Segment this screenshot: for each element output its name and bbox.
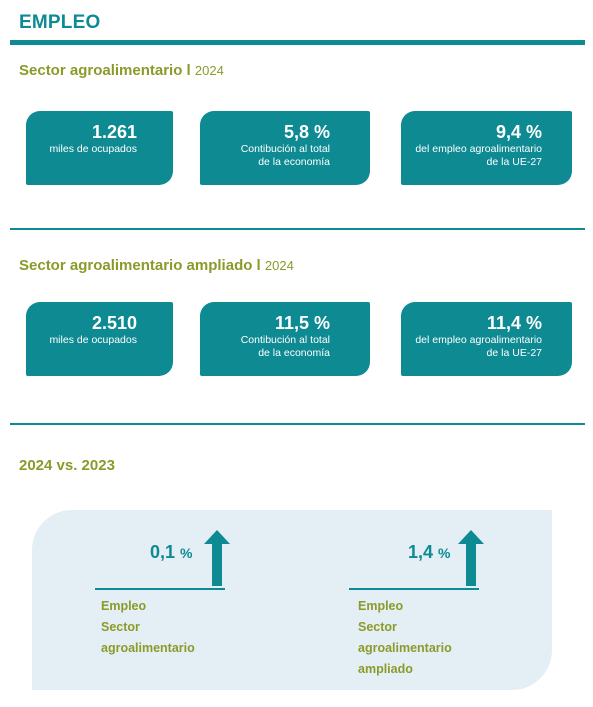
stat-card-economy-share-extended: 11,5 % Contibución al total de la econom… bbox=[200, 302, 370, 376]
stat-card-occupied: 1.261 miles de ocupados bbox=[26, 111, 173, 185]
stat-caption: del empleo agroalimentario bbox=[415, 143, 542, 155]
stat-value: 11,4 % bbox=[486, 313, 542, 333]
comparison-value-unit: % bbox=[180, 545, 193, 561]
sector-heading: Sector agroalimentario l 2024 bbox=[19, 62, 224, 79]
page-title: EMPLEO bbox=[19, 12, 101, 33]
comparison-value: 0,1 % bbox=[150, 542, 193, 563]
extended-sector-heading-text: Sector agroalimentario ampliado l bbox=[19, 257, 261, 274]
section-divider bbox=[10, 228, 585, 230]
title-divider bbox=[10, 40, 585, 45]
comparison-value: 1,4 % bbox=[408, 542, 451, 563]
stat-value: 2.510 bbox=[91, 313, 137, 333]
comparison-label-line: Sector bbox=[101, 620, 140, 634]
stat-card-occupied-extended: 2.510 miles de ocupados bbox=[26, 302, 173, 376]
comparison-heading: 2024 vs. 2023 bbox=[19, 457, 115, 474]
comparison-label-line: agroalimentario bbox=[358, 641, 452, 655]
comparison-label-line: Empleo bbox=[101, 599, 147, 613]
up-arrow-icon bbox=[458, 530, 484, 586]
stat-value: 5,8 % bbox=[283, 122, 330, 142]
stat-card-economy-share: 5,8 % Contibución al total de la economí… bbox=[200, 111, 370, 185]
comparison-value-unit: % bbox=[438, 545, 451, 561]
stat-caption: de la economía bbox=[258, 347, 330, 359]
comparison-value-number: 1,4 bbox=[408, 542, 434, 562]
stat-caption: de la economía bbox=[258, 156, 330, 168]
comparison-label: Empleo Sector agroalimentario bbox=[101, 596, 195, 659]
comparison-label-line: Empleo bbox=[358, 599, 404, 613]
extended-sector-heading: Sector agroalimentario ampliado l 2024 bbox=[19, 257, 294, 274]
stat-caption: miles de ocupados bbox=[49, 334, 137, 346]
comparison-label-line: ampliado bbox=[358, 662, 413, 676]
stat-caption: Contibución al total bbox=[240, 334, 330, 346]
stat-value: 1.261 bbox=[91, 122, 137, 142]
stat-caption: Contibución al total bbox=[240, 143, 330, 155]
comparison-label-line: agroalimentario bbox=[101, 641, 195, 655]
comparison-divider bbox=[95, 588, 225, 590]
sector-heading-text: Sector agroalimentario l bbox=[19, 62, 191, 79]
stat-caption: miles de ocupados bbox=[49, 143, 137, 155]
sector-heading-year: 2024 bbox=[194, 63, 224, 78]
stat-caption: de la UE-27 bbox=[486, 347, 542, 359]
comparison-value-number: 0,1 bbox=[150, 542, 176, 562]
stat-caption: del empleo agroalimentario bbox=[415, 334, 542, 346]
comparison-divider bbox=[349, 588, 479, 590]
stat-card-eu-share: 9,4 % del empleo agroalimentario de la U… bbox=[401, 111, 572, 185]
comparison-label: Empleo Sector agroalimentario ampliado bbox=[358, 596, 452, 680]
stat-value: 9,4 % bbox=[495, 122, 542, 142]
stat-value: 11,5 % bbox=[274, 313, 330, 333]
stat-card-eu-share-extended: 11,4 % del empleo agroalimentario de la … bbox=[401, 302, 572, 376]
section-divider bbox=[10, 423, 585, 425]
comparison-label-line: Sector bbox=[358, 620, 397, 634]
up-arrow-icon bbox=[204, 530, 230, 586]
stat-caption: de la UE-27 bbox=[486, 156, 542, 168]
extended-sector-heading-year: 2024 bbox=[264, 258, 294, 273]
